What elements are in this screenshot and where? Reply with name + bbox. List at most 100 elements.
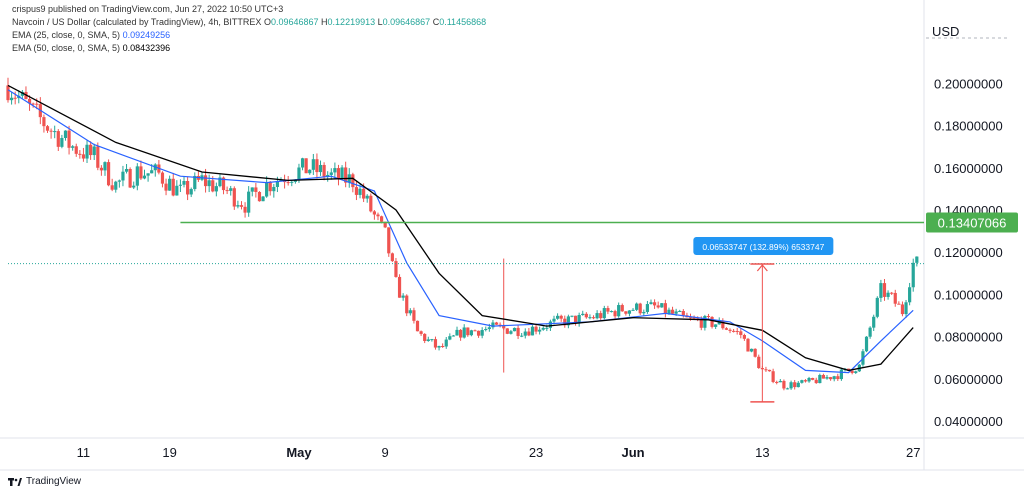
candle-body [735,330,739,332]
candle-body [825,377,829,379]
ema50-line [7,84,914,372]
candle-body [92,146,96,156]
candle-body [35,103,39,105]
candle-body [667,309,671,314]
candle-body [584,313,588,318]
axis-currency[interactable]: USD [932,24,960,39]
candle-body [387,227,391,254]
candle-body [103,162,107,171]
candle-body [142,175,147,179]
candle-body [606,308,610,312]
candle-body [89,144,93,156]
candle-body [455,329,459,336]
ohlc-close-label: C [432,17,440,27]
y-tick-label: 0.16000000 [934,161,1003,176]
candle-body [423,333,427,341]
measure-arrow-icon [756,264,768,272]
ema25-legend[interactable]: EMA (25, close, 0, SMA, 5) 0.09249256 [12,30,170,40]
candle-body [703,316,707,328]
candle-body [890,292,894,294]
candle-body [117,180,121,182]
candle-body [911,262,915,288]
candle-body [767,369,772,372]
level-price-tag [926,212,1018,233]
candle-body [595,313,599,319]
candle-body [721,320,725,329]
candle-body [297,167,301,180]
candle-body [678,311,682,313]
candle-body [872,316,876,328]
candle-body [832,376,836,380]
candle-body [638,303,642,314]
candle-body [757,356,761,369]
candle-body [408,310,412,314]
candle-body [135,166,139,186]
candle-body [182,180,186,185]
candle-body [225,190,229,192]
candle-body [146,173,150,176]
x-tick-label: 11 [77,445,91,460]
candle-body [344,167,348,183]
candle-body [656,305,660,308]
candle-body [480,330,484,336]
candle-body [372,211,376,215]
candle-body [660,303,664,308]
candle-body [60,137,64,147]
candle-body [617,305,621,317]
candle-body [785,388,790,390]
candle-body [286,182,290,184]
candle-body [893,292,897,304]
candle-body [739,331,743,336]
candle-body [796,382,800,388]
ohlc-open-label: O [263,17,271,27]
candle-body [42,117,46,127]
candle-body [394,261,398,277]
candle-body [602,308,606,319]
candle-body [229,188,233,191]
candle-body [681,311,685,316]
candle-body [27,98,32,104]
x-tick-label: 23 [529,445,543,460]
ohlc-low-label: L [377,17,383,27]
candle-body [609,311,614,313]
candle-body [692,317,696,319]
candle-body [250,187,254,192]
candle-body [541,327,545,330]
ema50-legend[interactable]: EMA (50, close, 0, SMA, 5) 0.08432396 [12,43,170,53]
x-tick-label: 13 [755,445,769,460]
candle-body [674,311,678,314]
candle-body [365,195,369,199]
candle-body [124,168,129,172]
candle-body [247,191,251,213]
y-tick-label: 0.10000000 [934,287,1003,302]
candle-body [300,158,305,168]
candle-body [171,178,175,196]
candle-body [807,377,811,382]
candle-body [340,167,344,180]
candle-body [897,303,901,305]
candle-body [818,374,822,384]
candle-body [462,327,466,338]
candle-body [193,175,197,190]
candle-body [405,295,409,314]
ema25-line [7,89,914,374]
tradingview-logo-icon [8,477,22,486]
candle-body [318,164,323,173]
x-tick-label: 19 [162,445,176,460]
candle-body [875,297,879,317]
candle-body [494,322,499,325]
candle-body [663,303,667,314]
candle-body [714,324,718,327]
candle-body [570,315,574,317]
candle-body [652,302,657,306]
candle-body [746,338,750,352]
candle-body [128,168,132,188]
candle-body [591,317,596,319]
candle-body [376,214,380,217]
candle-body [139,166,143,179]
candle-body [207,180,211,187]
candle-body [56,131,60,147]
candle-body [110,185,114,190]
candle-body [441,346,445,348]
